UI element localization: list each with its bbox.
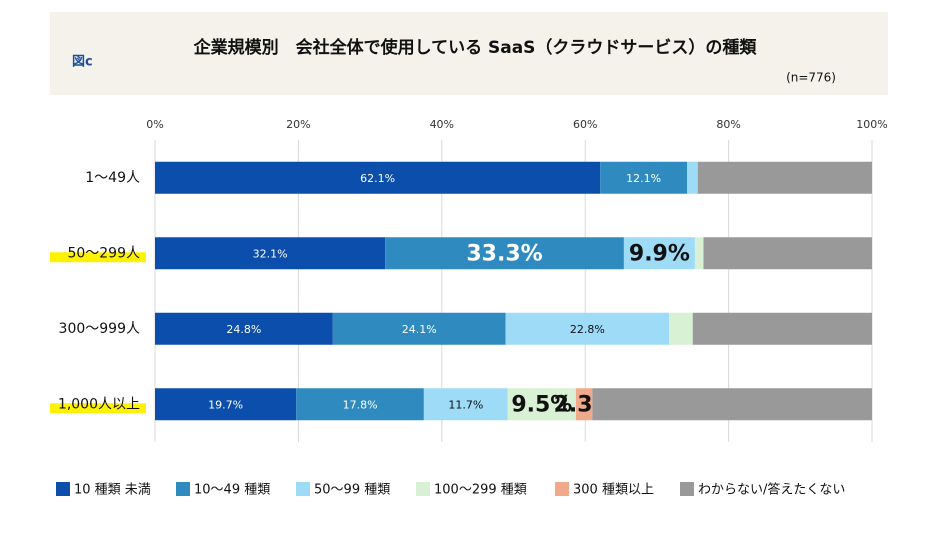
legend-swatch	[555, 482, 569, 496]
header-background	[50, 12, 888, 95]
x-tick-label: 100%	[856, 118, 887, 131]
bar-segment	[697, 161, 872, 194]
bar-segment	[505, 312, 670, 345]
data-label: 17.8%	[343, 398, 378, 411]
legend-swatch	[56, 482, 70, 496]
category-highlight	[50, 252, 146, 263]
bar-segment	[575, 388, 593, 421]
category-highlight	[50, 403, 146, 414]
data-label: 32.1%	[253, 247, 288, 260]
bar-segment	[155, 388, 297, 421]
y-tick-label: 1～49人	[85, 170, 140, 186]
bar-segment	[423, 388, 508, 421]
legend-label: わからない/答えたくない	[698, 482, 845, 498]
legend-label: 10 種類 未満	[74, 482, 151, 498]
bar-segment	[332, 312, 506, 345]
bar-segment	[703, 237, 872, 270]
legend-swatch	[680, 482, 694, 496]
data-label: 9.5%	[511, 392, 572, 417]
x-tick-label: 80%	[716, 118, 740, 131]
bar-segment	[507, 388, 576, 421]
data-label: 12.1%	[626, 172, 661, 185]
bar-segment	[155, 237, 386, 270]
legend-label: 300 種類以上	[573, 482, 654, 498]
chart-subtitle: (n=776)	[786, 71, 836, 85]
x-tick-label: 0%	[146, 118, 163, 131]
figure-label: 図c	[72, 55, 93, 70]
y-tick-label: 50～299人	[67, 245, 140, 261]
data-label: 62.1%	[360, 172, 395, 185]
data-label: 24.1%	[402, 323, 437, 336]
y-tick-label: 300～999人	[59, 321, 140, 337]
x-tick-label: 20%	[286, 118, 310, 131]
legend-swatch	[416, 482, 430, 496]
bar-segment	[296, 388, 424, 421]
legend-swatch	[296, 482, 310, 496]
x-tick-label: 40%	[430, 118, 454, 131]
data-label: 11.7%	[448, 398, 483, 411]
bar-segment	[155, 161, 601, 194]
legend-label: 50～99 種類	[314, 482, 390, 498]
bar-segment	[692, 312, 872, 345]
y-tick-label: 1,000人以上	[58, 396, 140, 412]
bar-segment	[600, 161, 688, 194]
legend-swatch	[176, 482, 190, 496]
data-label: 9.9%	[629, 241, 690, 266]
legend-label: 100～299 種類	[434, 482, 527, 498]
bar-segment	[694, 237, 704, 270]
data-label: 33.3%	[466, 241, 542, 266]
x-tick-label: 60%	[573, 118, 597, 131]
chart-title: 企業規模別 会社全体で使用している SaaS（クラウドサービス）の種類	[193, 37, 758, 58]
bar-segment	[623, 237, 695, 270]
bar-segment	[385, 237, 624, 270]
data-label: 22.8%	[570, 323, 605, 336]
bar-segment	[592, 388, 872, 421]
bar-segment	[155, 312, 333, 345]
legend-label: 10～49 種類	[194, 482, 270, 498]
bar-segment	[687, 161, 698, 194]
data-label: 24.8%	[226, 323, 261, 336]
data-label: 19.7%	[208, 398, 243, 411]
bar-segment	[669, 312, 693, 345]
